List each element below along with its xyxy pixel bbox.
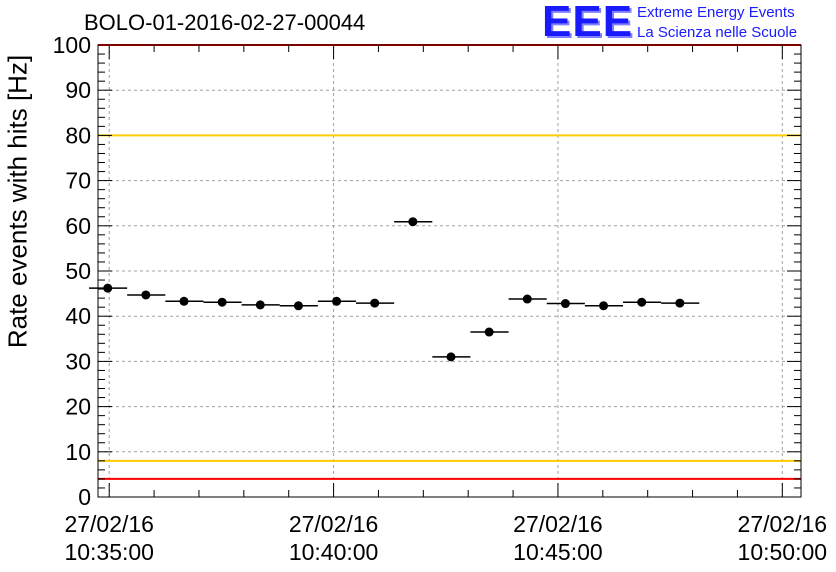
y-tick-label: 90 [65,77,91,103]
data-point [217,297,227,307]
y-tick-label: 60 [65,213,91,239]
y-tick-label: 30 [65,348,91,374]
x-tick-date: 27/02/16 [738,511,828,537]
data-point [408,217,418,227]
data-point [293,301,303,311]
y-tick-label: 0 [78,484,91,510]
data-point [179,296,189,306]
data-point [141,290,151,300]
x-tick-time: 10:50:00 [738,539,828,565]
axis-ticks [98,44,801,498]
y-tick-label: 40 [65,303,91,329]
data-point [560,299,570,309]
data-point [332,296,342,306]
x-tick-date: 27/02/16 [513,511,603,537]
data-point [484,327,494,337]
data-point [675,298,685,308]
plot-frame [97,44,802,498]
data-point [446,352,456,362]
y-axis-label: Rate events with hits [Hz] [2,54,33,349]
y-tick-label: 100 [53,32,91,58]
x-tick-labels: 27/02/1610:35:0027/02/1610:40:0027/02/16… [64,511,827,565]
data-point [599,301,609,311]
y-tick-label: 10 [65,439,91,465]
data-point [522,294,532,304]
y-tick-label: 80 [65,122,91,148]
eee-logo-mark: EEE [542,0,634,46]
data-point [370,298,380,308]
data-point [637,297,647,307]
x-tick-time: 10:45:00 [513,539,603,565]
x-tick-time: 10:35:00 [64,539,154,565]
grid-lines [98,45,801,497]
logo-line-1: Extreme Energy Events [637,4,795,21]
logo-line-2: La Scienza nelle Scuole [637,24,798,41]
y-tick-label: 20 [65,394,91,420]
y-tick-label: 70 [65,168,91,194]
y-tick-label: 50 [65,258,91,284]
chart-title: BOLO-01-2016-02-27-00044 [84,10,366,35]
data-point [103,283,113,293]
reference-lines [98,44,801,480]
x-tick-time: 10:40:00 [289,539,379,565]
x-tick-date: 27/02/16 [64,511,154,537]
y-tick-labels: 0 10 20 30 40 50 60 70 80 90 100 [53,32,91,510]
data-points [89,217,700,362]
data-point [255,300,265,310]
x-tick-date: 27/02/16 [289,511,379,537]
